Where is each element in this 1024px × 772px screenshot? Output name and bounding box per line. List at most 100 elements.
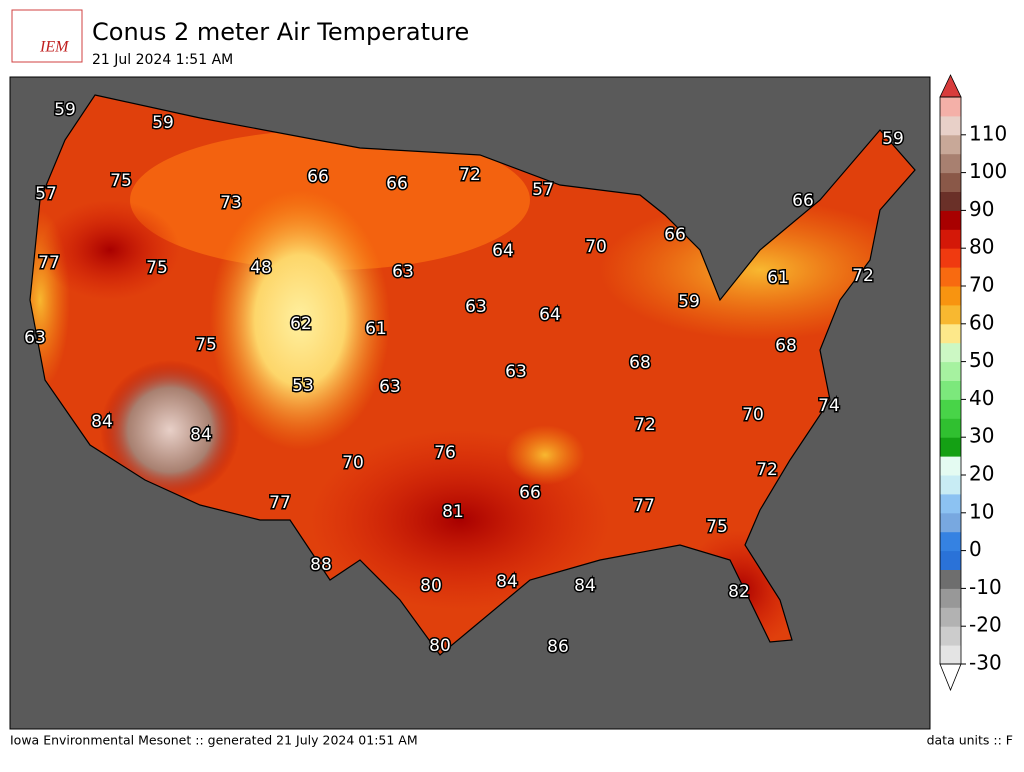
colorbar: -30 -20 -10 0 10 20 30 40 50 60 70 80 90 100 110: [939, 74, 1007, 692]
colorbar-segment: [940, 248, 961, 268]
colorbar-tick-label: 50: [969, 348, 994, 372]
colorbar-segment: [940, 437, 961, 457]
colorbar-segment: [940, 512, 961, 533]
temperature-label: 68: [629, 353, 651, 373]
temperature-label: 64: [539, 305, 561, 325]
subtitle: 21 Jul 2024 1:51 AM: [92, 52, 233, 68]
map: 59 59 57 75 73 66 66 72 57 59 66 77 75 48 63 64 70 66 61 72…: [9, 76, 931, 730]
temperature-label: 64: [492, 241, 514, 261]
temperature-label: 63: [392, 262, 414, 282]
temperature-label: 75: [110, 171, 132, 191]
colorbar-tick-label: 30: [969, 424, 994, 448]
temperature-label: 66: [386, 174, 408, 194]
temperature-label: 63: [465, 297, 487, 317]
temperature-label: 81: [442, 502, 464, 522]
temperature-label: 70: [585, 237, 607, 257]
colorbar-tick-label: 70: [969, 273, 994, 297]
temperature-label: 63: [505, 362, 527, 382]
field-blob: [505, 425, 585, 485]
colorbar-segment: [940, 210, 961, 230]
temperature-label: 66: [792, 191, 814, 211]
temperature-label: 57: [35, 184, 57, 204]
colorbar-segment: [940, 361, 961, 381]
colorbar-arrow-top: [939, 74, 962, 98]
temperature-label: 70: [742, 405, 764, 425]
temperature-label: 88: [310, 555, 332, 575]
colorbar-segment: [940, 550, 961, 570]
temperature-label: 75: [706, 517, 728, 537]
temperature-label: 75: [146, 258, 168, 278]
temperature-label: 80: [420, 576, 442, 596]
temperature-label: 84: [91, 412, 113, 432]
colorbar-segment: [940, 115, 961, 136]
colorbar-tick-label: 90: [969, 197, 994, 221]
temperature-label: 68: [775, 336, 797, 356]
colorbar-segment: [940, 475, 961, 495]
colorbar-segment: [940, 569, 961, 589]
colorbar-tick-label: 80: [969, 235, 994, 259]
temperature-label: 76: [434, 443, 456, 463]
temperature-label: 84: [190, 425, 212, 445]
temperature-label: 57: [532, 180, 554, 200]
temperature-label: 82: [728, 582, 750, 602]
map-labels: 59 59 57 75 73 66 66 72 57 59 66 77 75 48 63 64 70 66 61 72…: [23, 99, 906, 659]
colorbar-tick-label: 40: [969, 386, 994, 410]
colorbar-tick-label: -10: [969, 575, 1002, 599]
colorbar-segment: [940, 418, 961, 438]
temperature-label: 80: [429, 636, 451, 656]
temperature-label: 59: [54, 100, 76, 120]
temperature-label: 77: [633, 496, 655, 516]
colorbar-segment: [940, 172, 961, 192]
temperature-label: 73: [220, 193, 242, 213]
field-blob: [40, 200, 180, 300]
colorbar-tick-label: 110: [969, 121, 1007, 145]
colorbar-tick-label: 60: [969, 310, 994, 334]
temperature-label: 62: [290, 314, 312, 334]
colorbar-segment: [940, 645, 961, 665]
field-blob: [100, 360, 240, 500]
temperature-label: 74: [818, 396, 840, 416]
temperature-label: 72: [634, 415, 656, 435]
colorbar-tick-label: 0: [969, 537, 982, 561]
footer-left: Iowa Environmental Mesonet :: generated …: [10, 733, 418, 748]
colorbar-segment: [940, 607, 961, 627]
colorbar-segment: [940, 286, 961, 306]
colorbar-arrow-bottom: [939, 663, 962, 692]
colorbar-tick-label: 100: [969, 159, 1007, 183]
temperature-label: 63: [24, 328, 46, 348]
temperature-label: 66: [307, 167, 329, 187]
temperature-label: 84: [574, 576, 596, 596]
colorbar-segment: [940, 153, 961, 174]
temperature-label: 86: [547, 637, 569, 657]
colorbar-segment: [940, 626, 961, 646]
temperature-label: 59: [152, 113, 174, 133]
colorbar-segment: [940, 380, 961, 400]
colorbar-segment: [940, 134, 961, 155]
temperature-label: 59: [882, 129, 904, 149]
colorbar-segment: [940, 531, 961, 552]
temperature-label: 61: [365, 319, 387, 339]
colorbar-frame: [939, 96, 962, 665]
temperature-label: 72: [459, 165, 481, 185]
colorbar-segment: [940, 399, 961, 419]
colorbar-segment: [940, 304, 961, 325]
country-outline: [29, 94, 916, 656]
title: Conus 2 meter Air Temperature: [92, 18, 469, 46]
temperature-label: 75: [195, 335, 217, 355]
colorbar-tick-label: -30: [969, 651, 1002, 675]
colorbar-tick-label: -20: [969, 613, 1002, 637]
temperature-label: 77: [269, 493, 291, 513]
colorbar-segment: [940, 588, 961, 608]
temperature-label: 63: [379, 377, 401, 397]
field-blob: [210, 190, 390, 450]
temperature-label: 61: [767, 268, 789, 288]
logo: IEM: [11, 9, 83, 63]
temperature-label: 66: [664, 225, 686, 245]
colorbar-segment: [940, 456, 961, 476]
temperature-label: 77: [38, 253, 60, 273]
colorbar-segment: [940, 323, 961, 344]
colorbar-segment: [940, 229, 961, 249]
colorbar-segment: [940, 267, 961, 287]
colorbar-tick-label: 10: [969, 499, 994, 523]
